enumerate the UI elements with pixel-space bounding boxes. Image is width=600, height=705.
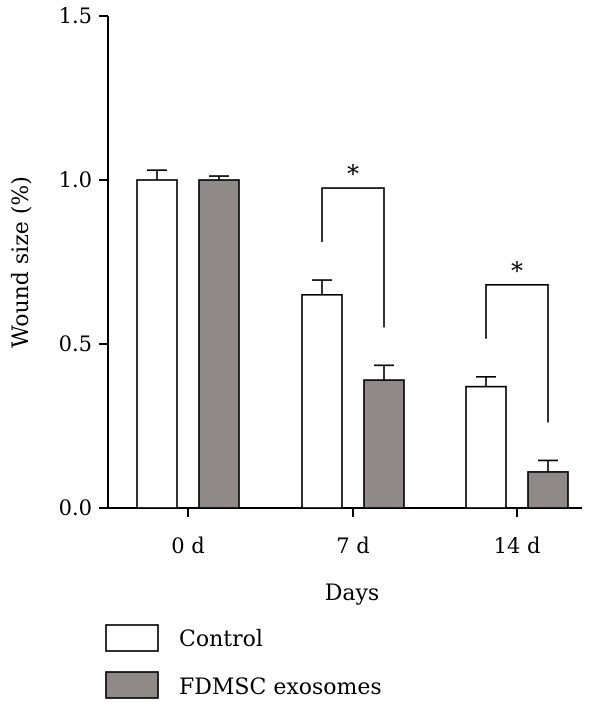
y-tick-label: 0.5 <box>59 332 92 356</box>
y-axis-label: Wound size (%) <box>9 176 34 348</box>
significance-star: * <box>511 257 523 285</box>
x-tick-label: 7 d <box>336 534 369 558</box>
significance-bracket <box>321 187 385 328</box>
significance-bracket <box>485 283 549 423</box>
legend: Control FDMSC exosomes <box>105 624 382 700</box>
bar-control <box>301 293 343 509</box>
legend-swatch-control <box>105 624 159 652</box>
x-tick-label: 0 d <box>171 534 204 558</box>
y-tick-label: 1.5 <box>59 4 92 28</box>
bar-control <box>465 385 507 509</box>
bar-fdmsc-exosomes <box>363 379 405 509</box>
legend-label-fdmsc-exosomes: FDMSC exosomes <box>179 675 382 700</box>
x-tick-label: 14 d <box>494 534 541 558</box>
legend-swatch-fdmsc-exosomes <box>105 671 159 699</box>
significance-annotations: ** <box>321 160 549 423</box>
x-axis-label: Days <box>325 581 379 606</box>
bars <box>136 169 569 509</box>
bar-fdmsc-exosomes <box>527 471 569 509</box>
axes: 0.0 0.5 1.0 1.5 0 d 7 d 14 d <box>59 4 582 558</box>
legend-label-control: Control <box>179 627 263 652</box>
y-tick-label: 0.0 <box>59 496 92 520</box>
y-tick-label: 1.0 <box>59 168 92 192</box>
bar-control <box>136 179 178 509</box>
significance-star: * <box>347 160 359 188</box>
bar-fdmsc-exosomes <box>198 179 240 509</box>
